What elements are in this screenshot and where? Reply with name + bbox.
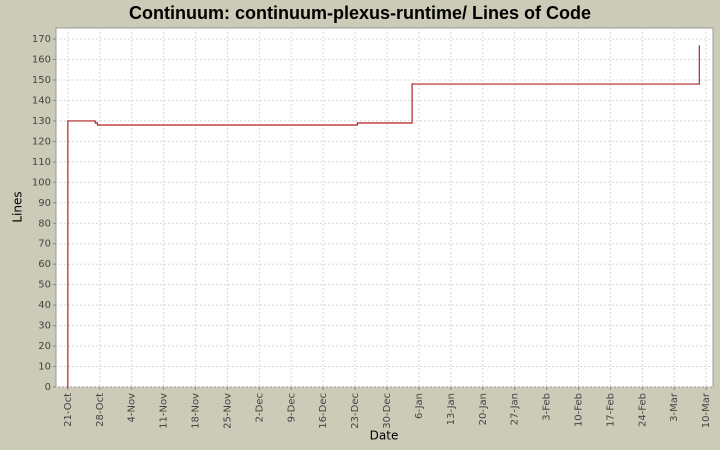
y-tick-label: 80 (38, 218, 51, 229)
x-tick-label: 4-Nov (127, 393, 138, 423)
y-tick-label: 0 (45, 382, 51, 393)
y-tick-label: 90 (38, 198, 51, 209)
x-tick-label: 18-Nov (191, 393, 202, 429)
y-tick-label: 50 (38, 280, 51, 291)
y-tick-label: 20 (38, 341, 51, 352)
x-tick-label: 16-Dec (318, 393, 329, 429)
x-tick-label: 10-Feb (573, 393, 584, 427)
y-tick-label: 30 (38, 321, 51, 332)
plot-area (55, 27, 714, 388)
x-tick-label: 28-Oct (95, 393, 106, 427)
x-tick-label: 30-Dec (382, 393, 393, 429)
x-tick-label: 6-Jan (414, 393, 425, 419)
y-tick-label: 120 (32, 136, 51, 147)
x-tick-label: 17-Feb (605, 393, 616, 427)
y-tick-label: 70 (38, 239, 51, 250)
x-tick-label: 3-Feb (542, 393, 553, 421)
y-tick-label: 170 (32, 34, 51, 45)
y-tick-label: 60 (38, 259, 51, 270)
y-tick-label: 160 (32, 55, 51, 66)
y-tick-label: 110 (32, 157, 51, 168)
x-axis-label: Date (370, 429, 399, 443)
x-tick-label: 25-Nov (222, 393, 233, 429)
y-tick-label: 150 (32, 75, 51, 86)
x-tick-label: 2-Dec (254, 393, 265, 422)
x-tick-label: 11-Nov (159, 393, 170, 429)
y-axis-label: Lines (11, 191, 25, 222)
y-tick-label: 130 (32, 116, 51, 127)
data-line (66, 45, 700, 388)
x-tick-label: 13-Jan (446, 393, 457, 425)
x-tick-label: 27-Jan (510, 393, 521, 425)
y-tick-label: 10 (38, 362, 51, 373)
y-tick-label: 40 (38, 300, 51, 311)
x-tick-label: 3-Mar (669, 392, 680, 422)
x-tick-label: 21-Oct (63, 393, 74, 427)
x-tick-label: 24-Feb (637, 393, 648, 427)
x-tick-label: 23-Dec (350, 393, 361, 429)
x-tick-label: 9-Dec (286, 393, 297, 422)
x-tick-label: 20-Jan (478, 393, 489, 425)
y-tick-label: 100 (32, 177, 51, 188)
chart-title: Continuum: continuum-plexus-runtime/ Lin… (129, 3, 591, 23)
y-tick-label: 140 (32, 95, 51, 106)
x-tick-label: 10-Mar (701, 392, 712, 428)
